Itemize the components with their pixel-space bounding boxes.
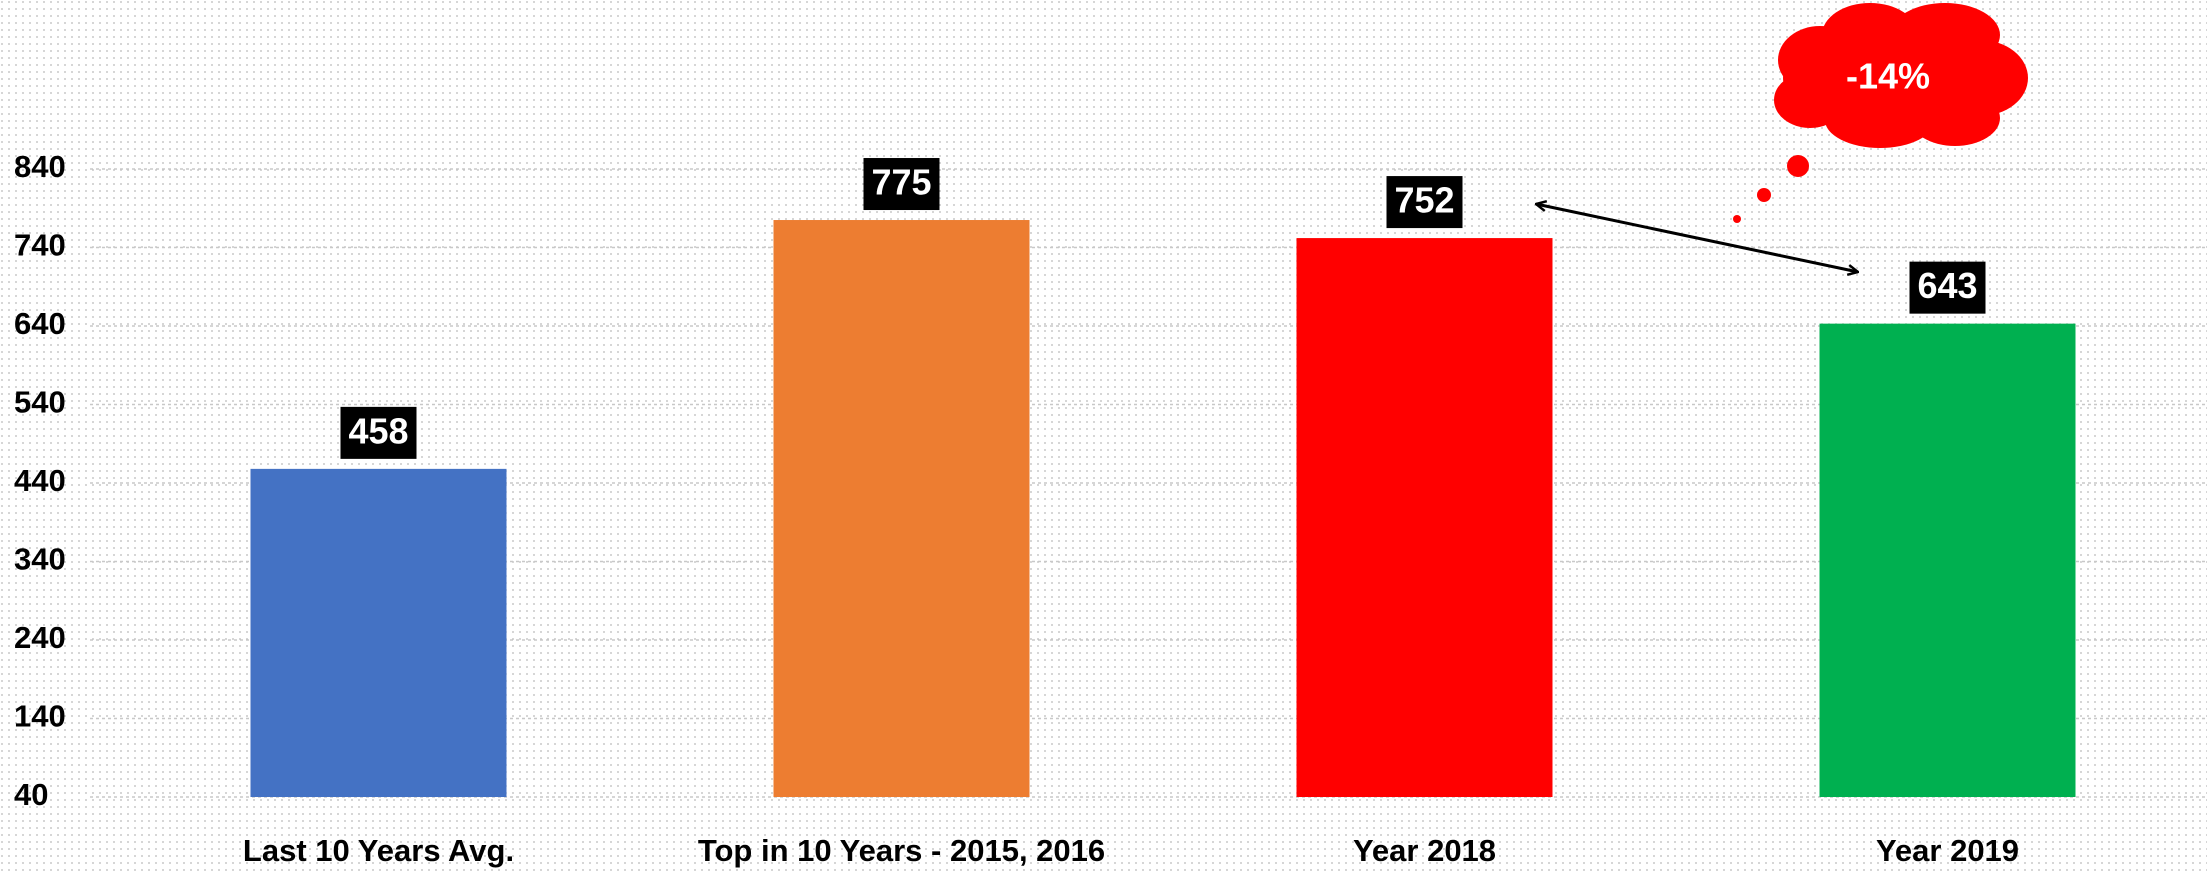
value-label-box — [340, 406, 417, 459]
annotation: -14% — [1536, 3, 2028, 272]
y-tick-label: 340 — [14, 542, 66, 577]
value-label-box — [1386, 176, 1463, 229]
x-tick-label: Last 10 Years Avg. — [243, 833, 514, 868]
x-tick-label: Top in 10 Years - 2015, 2016 — [698, 833, 1105, 868]
value-label-box — [1909, 261, 1986, 314]
thought-bubble — [1757, 188, 1771, 202]
y-tick-label: 240 — [14, 620, 66, 655]
x-tick-label: Year 2018 — [1353, 833, 1496, 868]
annotation-text: -14% — [1846, 56, 1930, 97]
thought-bubble — [1787, 155, 1809, 177]
cloud — [1774, 3, 2028, 148]
value-label: 752 — [1394, 180, 1454, 221]
change-arrow — [1536, 204, 1858, 272]
bar — [250, 468, 507, 797]
y-tick-label: 440 — [14, 463, 66, 498]
y-tick-label: 40 — [14, 777, 48, 812]
bar — [1296, 238, 1553, 797]
y-tick-label: 840 — [14, 149, 66, 184]
x-tick-label: Year 2019 — [1876, 833, 2019, 868]
value-label: 775 — [871, 162, 931, 203]
value-label: 458 — [348, 410, 408, 451]
y-tick-label: 640 — [14, 306, 66, 341]
y-tick-label: 540 — [14, 385, 66, 420]
thought-bubble — [1733, 215, 1741, 223]
marks: Last 10 Years Avg. 458 Top in 10 Years - 2… — [243, 158, 2076, 868]
bar — [773, 220, 1030, 797]
value-label: 643 — [1917, 265, 1977, 306]
value-label-box — [863, 158, 940, 211]
y-tick-label: 740 — [14, 228, 66, 263]
bar — [1819, 323, 2076, 797]
y-tick-label: 140 — [14, 699, 66, 734]
